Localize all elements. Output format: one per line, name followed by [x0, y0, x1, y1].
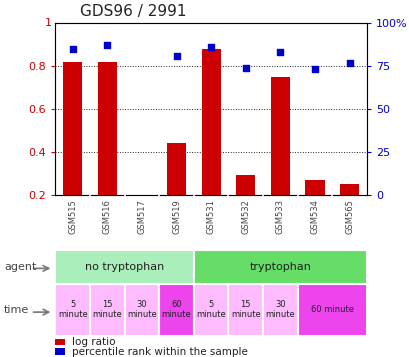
Text: GSM515: GSM515	[68, 199, 77, 234]
Text: 1: 1	[45, 18, 52, 28]
Bar	[97, 62, 117, 195]
Bar	[55, 338, 65, 346]
Text: GSM517: GSM517	[137, 199, 146, 234]
Text: 60 minute: 60 minute	[310, 305, 353, 314]
Text: 15
minute: 15 minute	[92, 300, 122, 320]
Text: GSM532: GSM532	[240, 199, 249, 234]
Text: GSM533: GSM533	[275, 199, 284, 234]
Text: GSM534: GSM534	[310, 199, 319, 234]
Bar	[166, 143, 186, 195]
Point	[311, 67, 317, 72]
Text: 5
minute: 5 minute	[196, 300, 225, 320]
Text: GSM516: GSM516	[103, 199, 112, 234]
Bar	[124, 284, 159, 336]
Point	[276, 50, 283, 55]
Bar	[193, 250, 366, 284]
Text: tryptophan: tryptophan	[249, 262, 310, 272]
Text: time: time	[4, 305, 29, 315]
Bar	[263, 284, 297, 336]
Point	[207, 44, 214, 50]
Bar	[159, 284, 193, 336]
Bar	[297, 284, 366, 336]
Bar	[270, 77, 289, 195]
Text: GDS96 / 2991: GDS96 / 2991	[80, 4, 187, 19]
Bar	[55, 348, 65, 355]
Bar	[228, 284, 263, 336]
Text: log ratio: log ratio	[72, 337, 116, 347]
Bar	[236, 175, 255, 195]
Text: 30
minute: 30 minute	[265, 300, 294, 320]
Text: 60
minute: 60 minute	[161, 300, 191, 320]
Text: 30
minute: 30 minute	[127, 300, 156, 320]
Text: GSM519: GSM519	[172, 199, 181, 234]
Bar	[201, 49, 220, 195]
Bar	[90, 284, 124, 336]
Point	[242, 65, 248, 71]
Text: 15
minute: 15 minute	[230, 300, 260, 320]
Bar	[305, 180, 324, 195]
Bar	[63, 62, 82, 195]
Text: GSM531: GSM531	[206, 199, 215, 234]
Point	[104, 42, 110, 48]
Point	[173, 53, 180, 59]
Text: GSM565: GSM565	[344, 199, 353, 234]
Bar	[55, 250, 193, 284]
Text: agent: agent	[4, 262, 36, 272]
Bar	[55, 284, 90, 336]
Point	[69, 46, 76, 52]
Bar	[193, 284, 228, 336]
Point	[346, 60, 352, 65]
Text: no tryptophan: no tryptophan	[85, 262, 164, 272]
Text: percentile rank within the sample: percentile rank within the sample	[72, 347, 248, 357]
Bar	[339, 184, 358, 195]
Text: 5
minute: 5 minute	[58, 300, 88, 320]
